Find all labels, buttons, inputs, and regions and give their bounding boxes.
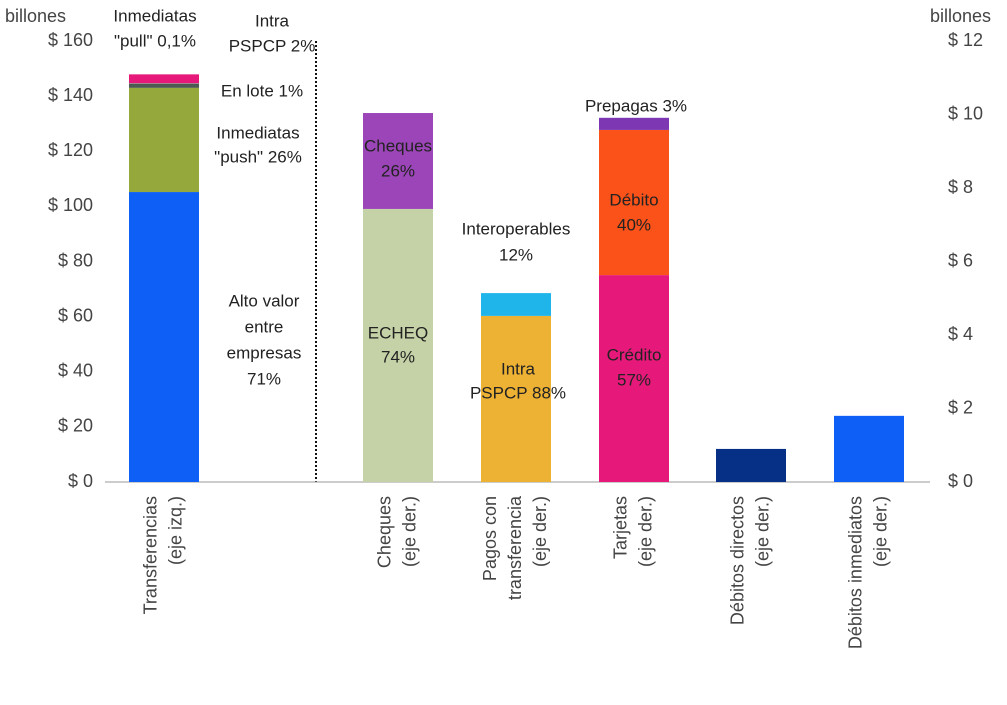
- x-tick-label: Débitos inmediatos: [845, 496, 865, 649]
- bar-segment: [599, 275, 669, 482]
- x-tick-label: (eje der.): [752, 496, 772, 567]
- bar-segment: [716, 448, 786, 482]
- segment-label: PSPCP 88%: [470, 383, 566, 402]
- segment-label: ECHEQ: [368, 323, 428, 342]
- x-tick-label: Tarjetas: [610, 496, 630, 559]
- x-tick-label: (eje der.): [530, 496, 550, 567]
- bar-segment: [129, 83, 199, 88]
- segment-label: Débito: [609, 190, 658, 209]
- segment-label: Inmediatas: [216, 123, 299, 142]
- bar-segment: [481, 293, 551, 316]
- bar-segment: [129, 87, 199, 193]
- segment-label: Inmediatas: [113, 6, 196, 25]
- segment-label: entre: [245, 317, 284, 336]
- y-tick-label: $ 140: [48, 85, 93, 105]
- bar-segment: [481, 315, 551, 482]
- segment-label: 57%: [617, 370, 651, 389]
- bar-segment: [363, 208, 433, 482]
- y2-tick-label: $ 12: [948, 30, 983, 50]
- segment-label: 26%: [381, 161, 415, 180]
- segment-label: 71%: [247, 369, 281, 388]
- y-tick-label: $ 20: [58, 416, 93, 436]
- segment-label: Intra: [255, 11, 290, 30]
- segment-label: "push" 26%: [214, 147, 302, 166]
- bar-segment: [834, 415, 904, 482]
- y2-tick-label: $ 8: [948, 177, 973, 197]
- segment-label: Intra: [501, 359, 536, 378]
- segment-label: Cheques: [364, 136, 432, 155]
- segment-label: PSPCP 2%: [229, 36, 316, 55]
- y-tick-label: $ 80: [58, 250, 93, 270]
- bar-segment: [599, 117, 669, 130]
- segment-label: 40%: [617, 215, 651, 234]
- y-tick-label: $ 0: [68, 471, 93, 491]
- x-tick-label: (eje izq.): [165, 496, 185, 565]
- y2-tick-label: $ 6: [948, 250, 973, 270]
- x-tick-label: transferencia: [505, 495, 525, 600]
- y2-tick-label: $ 4: [948, 324, 973, 344]
- left-axis-label: billones: [5, 6, 66, 26]
- segment-label: En lote 1%: [221, 81, 303, 100]
- bar-segment: [599, 129, 669, 276]
- x-tick-label: Cheques: [374, 496, 394, 568]
- segment-label: Crédito: [607, 345, 662, 364]
- y-tick-label: $ 60: [58, 305, 93, 325]
- x-tick-label: Transferencias: [140, 496, 160, 614]
- segment-label: Alto valor: [229, 291, 300, 310]
- segment-label: 12%: [499, 245, 533, 264]
- y2-tick-label: $ 10: [948, 103, 983, 123]
- segment-label: empresas: [227, 343, 302, 362]
- segment-label: Interoperables: [462, 219, 571, 238]
- x-tick-label: Pagos con: [480, 496, 500, 581]
- y2-tick-label: $ 0: [948, 471, 973, 491]
- right-axis-label: billones: [930, 6, 991, 26]
- bar-segment: [363, 113, 433, 209]
- x-tick-label: (eje der.): [399, 496, 419, 567]
- y-tick-label: $ 40: [58, 361, 93, 381]
- y-tick-label: $ 160: [48, 30, 93, 50]
- y-tick-label: $ 120: [48, 140, 93, 160]
- x-tick-label: Débitos directos: [727, 496, 747, 625]
- segment-label: "pull" 0,1%: [114, 31, 196, 50]
- segment-label: Prepagas 3%: [585, 96, 687, 115]
- x-tick-label: (eje der.): [870, 496, 890, 567]
- bar-segment: [129, 83, 199, 84]
- bar-segment: [129, 74, 199, 84]
- x-tick-label: (eje der.): [635, 496, 655, 567]
- y2-tick-label: $ 2: [948, 397, 973, 417]
- bar-segment: [129, 192, 199, 483]
- y-tick-label: $ 100: [48, 195, 93, 215]
- segment-label: 74%: [381, 347, 415, 366]
